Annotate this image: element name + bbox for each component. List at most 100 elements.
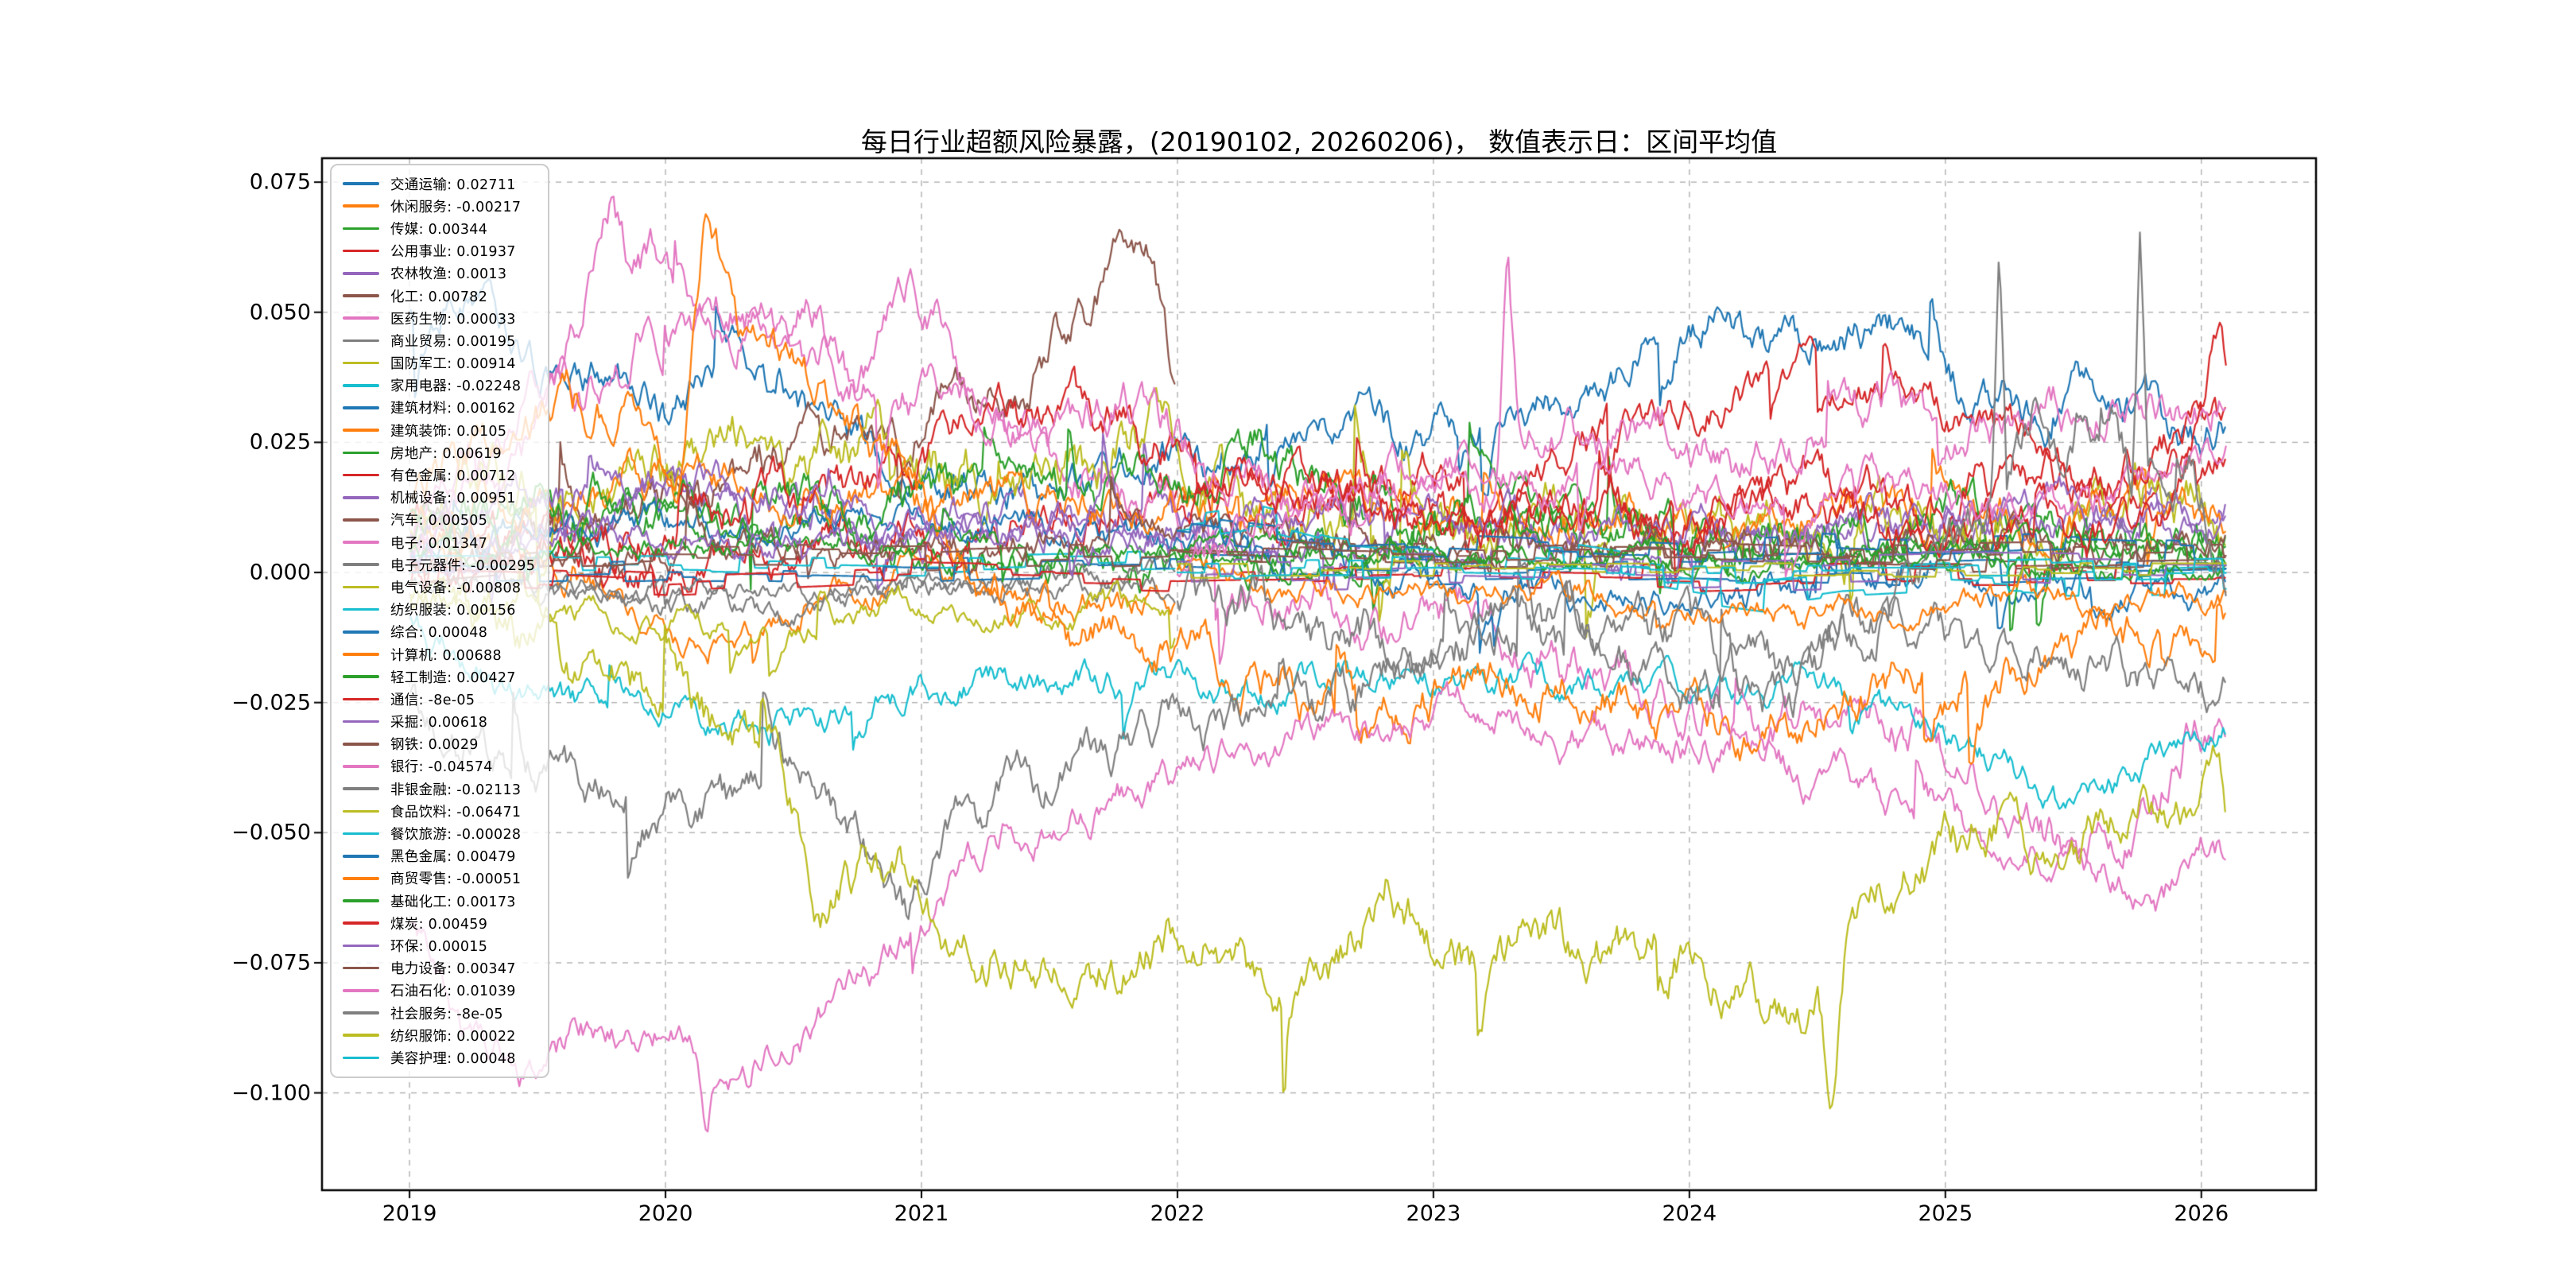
legend-item: 医药生物: 0.00033 <box>339 307 535 329</box>
legend-line-swatch <box>343 518 379 522</box>
legend-label: 钢铁: 0.0029 <box>390 737 479 754</box>
legend-line-swatch <box>343 653 379 656</box>
legend-item: 综合: 0.00048 <box>339 621 535 643</box>
legend-label: 化工: 0.00782 <box>390 289 488 305</box>
legend-label: 非银金融: -0.02113 <box>390 782 522 798</box>
legend-label: 电子元器件: -0.00295 <box>390 557 536 574</box>
x-tick-label: 2025 <box>1918 1201 1973 1226</box>
legend-item: 食品饮料: -0.06471 <box>339 800 535 822</box>
legend-line-swatch <box>343 339 379 343</box>
legend-line-swatch <box>343 227 379 231</box>
legend-item: 电气设备: -0.00808 <box>339 576 535 598</box>
legend-label: 环保: 0.00015 <box>390 938 488 955</box>
chart-title: 每日行业超额风险暴露，(20190102, 20260206)， 数值表示日：区… <box>860 126 1778 157</box>
legend-line-swatch <box>343 294 379 297</box>
y-tick-label: −0.025 <box>231 690 311 716</box>
legend-item: 农林牧渔: 0.0013 <box>339 262 535 285</box>
legend-item: 汽车: 0.00505 <box>339 509 535 531</box>
legend-item: 银行: -0.04574 <box>339 755 535 778</box>
legend-line-swatch <box>343 316 379 320</box>
legend-line-swatch <box>343 1034 379 1038</box>
legend-item: 有色金属: 0.00712 <box>339 464 535 486</box>
legend-item: 国防军工: 0.00914 <box>339 352 535 374</box>
legend-line-swatch <box>343 809 379 813</box>
legend-line-swatch <box>343 406 379 409</box>
legend-item: 基础化工: 0.00173 <box>339 890 535 912</box>
legend-line-swatch <box>343 473 379 477</box>
legend-item: 化工: 0.00782 <box>339 285 535 307</box>
legend-label: 轻工制造: 0.00427 <box>390 669 516 686</box>
legend-label: 计算机: 0.00688 <box>390 647 502 664</box>
y-tick-label: −0.100 <box>231 1080 311 1106</box>
legend-item: 商贸零售: -0.00051 <box>339 867 535 890</box>
legend-label: 通信: -8e-05 <box>390 692 475 708</box>
legend-item: 非银金融: -0.02113 <box>339 778 535 800</box>
x-tick-label: 2026 <box>2174 1201 2229 1226</box>
y-tick-label: 0.050 <box>249 300 311 325</box>
legend-label: 电气设备: -0.00808 <box>390 580 522 596</box>
legend-line-swatch <box>343 495 379 499</box>
legend-item: 采掘: 0.00618 <box>339 711 535 733</box>
legend-item: 石油石化: 0.01039 <box>339 980 535 1002</box>
x-tick-label: 2019 <box>382 1201 437 1226</box>
legend-label: 美容护理: 0.00048 <box>390 1050 516 1067</box>
legend-label: 采掘: 0.00618 <box>390 715 488 731</box>
legend-item: 黑色金属: 0.00479 <box>339 845 535 867</box>
legend-line-swatch <box>343 720 379 724</box>
legend-label: 综合: 0.00048 <box>390 625 488 642</box>
legend-label: 建筑材料: 0.00162 <box>390 401 516 417</box>
legend-line-swatch <box>343 989 379 992</box>
legend-label: 建筑装饰: 0.0105 <box>390 423 507 440</box>
legend-label: 家用电器: -0.02248 <box>390 378 522 395</box>
y-tick-label: −0.050 <box>231 820 311 845</box>
legend-line-swatch <box>343 787 379 790</box>
legend-item: 纺织服装: 0.00156 <box>339 599 535 621</box>
legend-line-swatch <box>343 630 379 634</box>
legend-item: 休闲服务: -0.00217 <box>339 195 535 217</box>
legend-line-swatch <box>343 877 379 880</box>
legend-label: 社会服务: -8e-05 <box>390 1006 503 1022</box>
legend-label: 电力设备: 0.00347 <box>390 961 516 978</box>
legend-item: 建筑材料: 0.00162 <box>339 397 535 419</box>
legend-line-swatch <box>343 204 379 208</box>
legend-item: 电子: 0.01347 <box>339 531 535 553</box>
y-tick-label: 0.075 <box>249 169 311 195</box>
legend-line-swatch <box>343 272 379 275</box>
legend-label: 汽车: 0.00505 <box>390 513 488 530</box>
legend-line-swatch <box>343 854 379 858</box>
legend-item: 公用事业: 0.01937 <box>339 240 535 262</box>
legend-label: 纺织服装: 0.00156 <box>390 603 516 619</box>
legend-item: 轻工制造: 0.00427 <box>339 665 535 688</box>
legend-item: 计算机: 0.00688 <box>339 643 535 665</box>
legend-line-swatch <box>343 765 379 768</box>
legend-label: 有色金属: 0.00712 <box>390 468 516 485</box>
legend-item: 餐饮旅游: -0.00028 <box>339 822 535 844</box>
legend-line-swatch <box>343 249 379 253</box>
legend-item: 环保: 0.00015 <box>339 934 535 956</box>
legend-label: 商贸零售: -0.00051 <box>390 871 522 888</box>
x-tick-label: 2024 <box>1662 1201 1717 1226</box>
legend-item: 交通运输: 0.02711 <box>339 173 535 195</box>
legend-line-swatch <box>343 541 379 544</box>
legend-item: 家用电器: -0.02248 <box>339 374 535 397</box>
legend-item: 美容护理: 0.00048 <box>339 1046 535 1069</box>
y-tick-label: −0.075 <box>231 950 311 976</box>
legend-item: 电子元器件: -0.00295 <box>339 553 535 576</box>
legend-line-swatch <box>343 1011 379 1014</box>
legend-line-swatch <box>343 832 379 836</box>
y-tick-label: 0.025 <box>249 429 311 455</box>
legend-label: 食品饮料: -0.06471 <box>390 804 522 821</box>
legend-line-swatch <box>343 585 379 589</box>
legend-label: 公用事业: 0.01937 <box>390 244 516 261</box>
legend-label: 餐饮旅游: -0.00028 <box>390 827 522 844</box>
x-tick-label: 2020 <box>638 1201 693 1226</box>
legend-line-swatch <box>343 563 379 567</box>
legend-line-swatch <box>343 899 379 902</box>
legend-line-swatch <box>343 921 379 925</box>
legend-label: 医药生物: 0.00033 <box>390 311 516 328</box>
legend-line-swatch <box>343 607 379 611</box>
legend-label: 煤炭: 0.00459 <box>390 916 488 933</box>
legend-item: 商业贸易: 0.00195 <box>339 329 535 351</box>
legend-line-swatch <box>343 944 379 948</box>
